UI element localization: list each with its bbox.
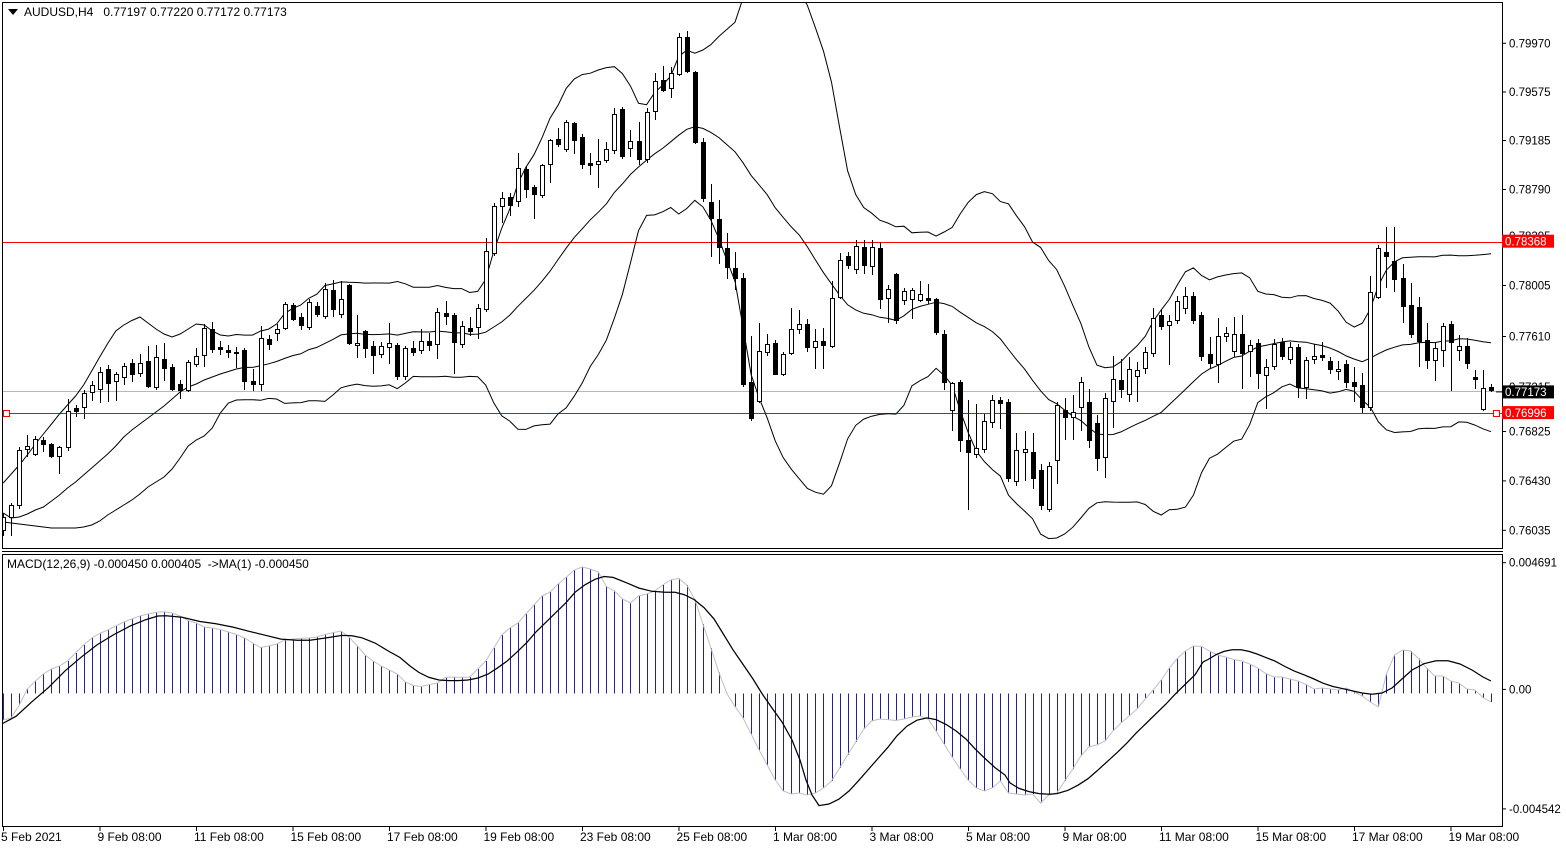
svg-text:0.78005: 0.78005 xyxy=(1509,281,1551,293)
svg-text:9 Mar 08:00: 9 Mar 08:00 xyxy=(1063,830,1127,844)
svg-text:0.78368: 0.78368 xyxy=(1505,236,1547,248)
svg-text:3 Mar 08:00: 3 Mar 08:00 xyxy=(870,830,934,844)
svg-text:0.004691: 0.004691 xyxy=(1509,558,1557,570)
svg-text:0.78790: 0.78790 xyxy=(1509,185,1551,197)
svg-text:-0.004542: -0.004542 xyxy=(1509,804,1561,816)
svg-text:11 Feb 08:00: 11 Feb 08:00 xyxy=(194,830,264,844)
svg-text:0.77610: 0.77610 xyxy=(1509,332,1551,344)
svg-text:0.00: 0.00 xyxy=(1509,684,1531,696)
svg-text:0.77173: 0.77173 xyxy=(1505,387,1547,399)
svg-text:MACD(12,26,9) -0.000450 0.0004: MACD(12,26,9) -0.000450 0.000405 ->MA(1)… xyxy=(7,557,309,571)
svg-text:23 Feb 08:00: 23 Feb 08:00 xyxy=(580,830,651,844)
svg-text:AUDUSD,H4 0.77197 0.77220 0.: AUDUSD,H4 0.77197 0.77220 0.77172 0.7717… xyxy=(24,5,287,19)
svg-text:0.76825: 0.76825 xyxy=(1509,427,1551,439)
svg-text:11 Mar 08:00: 11 Mar 08:00 xyxy=(1159,830,1229,844)
svg-text:0.79575: 0.79575 xyxy=(1509,87,1551,99)
svg-text:9 Feb 08:00: 9 Feb 08:00 xyxy=(98,830,162,844)
svg-text:0.76996: 0.76996 xyxy=(1505,408,1547,420)
svg-text:15 Mar 08:00: 15 Mar 08:00 xyxy=(1256,830,1327,844)
svg-text:19 Feb 08:00: 19 Feb 08:00 xyxy=(484,830,555,844)
svg-text:17 Feb 08:00: 17 Feb 08:00 xyxy=(387,830,458,844)
svg-text:1 Mar 08:00: 1 Mar 08:00 xyxy=(773,830,837,844)
svg-text:15 Feb 08:00: 15 Feb 08:00 xyxy=(291,830,362,844)
svg-text:25 Feb 08:00: 25 Feb 08:00 xyxy=(677,830,748,844)
svg-text:5 Mar 08:00: 5 Mar 08:00 xyxy=(966,830,1030,844)
svg-text:17 Mar 08:00: 17 Mar 08:00 xyxy=(1352,830,1423,844)
svg-text:19 Mar 08:00: 19 Mar 08:00 xyxy=(1449,830,1520,844)
svg-text:0.76430: 0.76430 xyxy=(1509,476,1551,488)
svg-text:0.79185: 0.79185 xyxy=(1509,136,1551,148)
svg-text:0.76035: 0.76035 xyxy=(1509,525,1551,537)
svg-text:0.79970: 0.79970 xyxy=(1509,38,1551,50)
svg-text:5 Feb 2021: 5 Feb 2021 xyxy=(1,830,62,844)
